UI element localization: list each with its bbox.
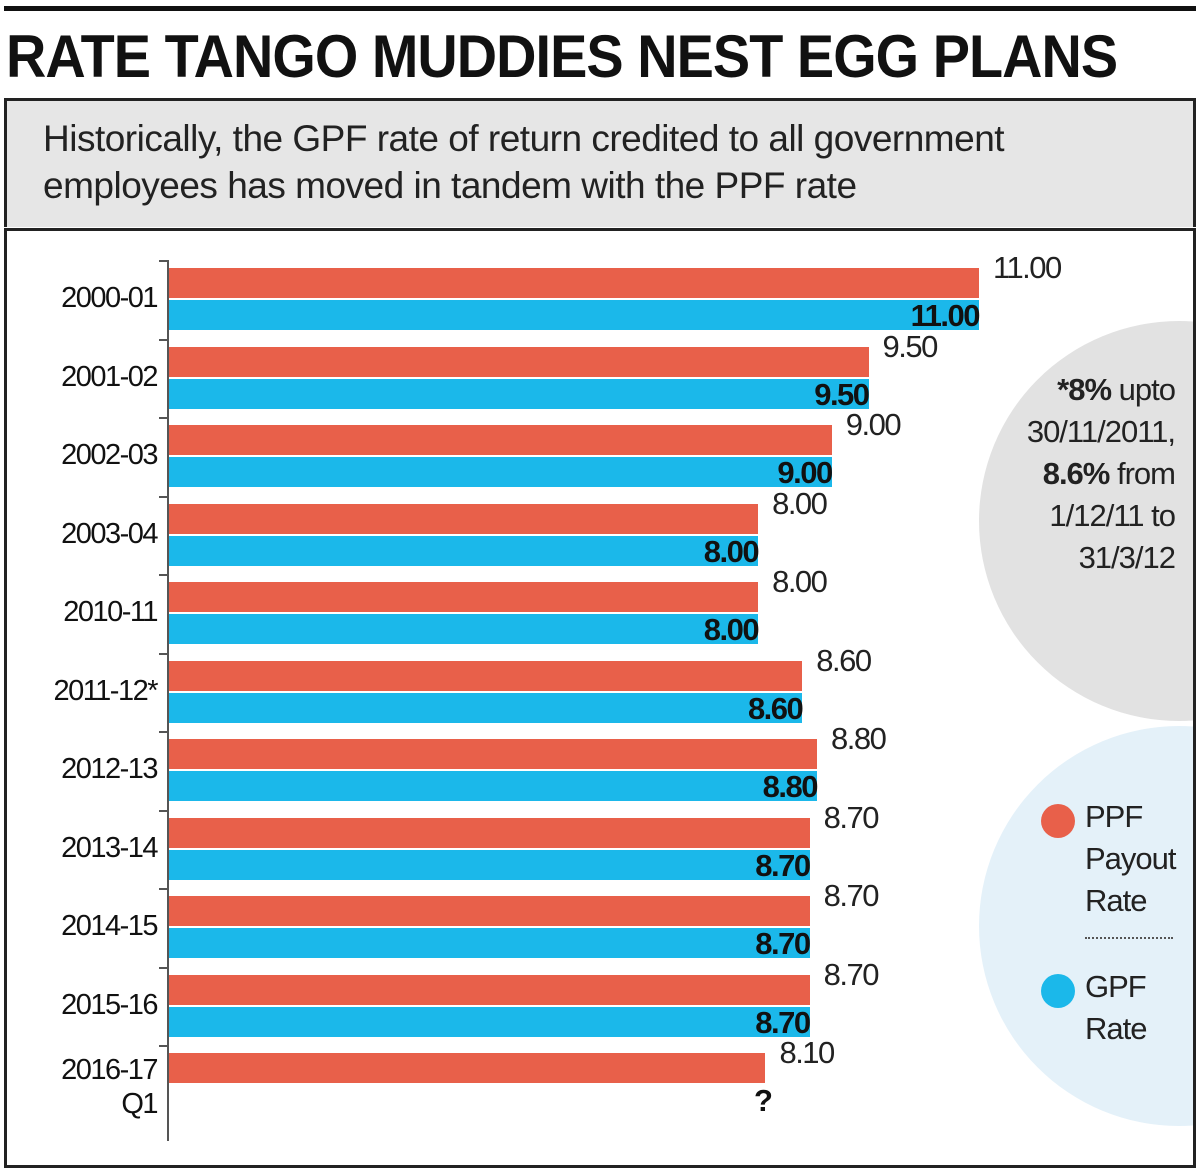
value-label: 8.10 xyxy=(779,1035,835,1070)
y-tick-label: 2016-17 Q1 xyxy=(61,1054,158,1120)
bar xyxy=(169,378,869,409)
value-label: 8.80 xyxy=(831,721,887,756)
y-tick-label: 2002-03 xyxy=(61,439,158,471)
category-axis xyxy=(167,261,169,1141)
annotation: *8% upto 30/11/2011, 8.6% from 1/12/11 t… xyxy=(997,369,1176,579)
legend-divider xyxy=(1085,937,1173,939)
tick-mark xyxy=(159,966,169,969)
y-tick-label: 2014-15 xyxy=(61,910,158,942)
annotation-part: from 1/12/11 to 31/3/12 xyxy=(1049,456,1176,575)
bar xyxy=(169,268,979,298)
tick-mark xyxy=(159,338,169,341)
y-tick-label: 2000-01 xyxy=(61,282,158,314)
subtitle-box: Historically, the GPF rate of return cre… xyxy=(4,98,1196,227)
value-label: 11.00 xyxy=(910,298,981,333)
chart-subtitle: Historically, the GPF rate of return cre… xyxy=(43,118,1005,206)
bar xyxy=(169,928,810,958)
legend-marker xyxy=(1041,804,1075,838)
bar xyxy=(169,582,759,612)
bar xyxy=(169,1053,766,1083)
bar xyxy=(169,425,832,455)
bar xyxy=(169,503,759,534)
bar xyxy=(169,535,759,566)
tick-mark xyxy=(159,260,169,262)
value-label: 8.00 xyxy=(703,612,760,647)
y-tick-label: 2012-13 xyxy=(61,753,158,785)
tick-mark xyxy=(159,809,169,812)
legend-circle xyxy=(979,726,1193,1126)
annotation-part: upto 30/11/2011, xyxy=(1026,372,1176,449)
tick-mark xyxy=(159,574,169,576)
value-label: 9.50 xyxy=(882,328,939,364)
tick-mark xyxy=(159,495,169,498)
y-tick-label: 2011-12* xyxy=(53,674,158,707)
tick-mark xyxy=(159,652,169,655)
y-tick-label: 2013-14 xyxy=(61,831,158,864)
legend-label: GPF Rate xyxy=(1085,969,1147,1046)
y-tick-label: 2003-04 xyxy=(61,517,158,550)
annotation-part: 8.6% xyxy=(1042,456,1111,491)
bar xyxy=(169,739,817,769)
bar xyxy=(169,771,817,801)
y-tick-label: 2001-02 xyxy=(61,360,158,393)
value-label: 8.00 xyxy=(772,485,828,521)
chart-frame: *8% upto 30/11/2011, 8.6% from 1/12/11 t… xyxy=(4,228,1196,1168)
bar xyxy=(169,457,832,487)
value-label: 8.70 xyxy=(755,1004,811,1040)
chart-title: RATE TANGO MUDDIES NEST EGG PLANS xyxy=(6,23,1118,90)
value-label: ? xyxy=(754,1083,773,1118)
tick-mark xyxy=(159,731,169,733)
y-tick-label: 2015-16 xyxy=(61,988,158,1021)
bar xyxy=(169,660,803,691)
tick-mark xyxy=(159,888,169,890)
value-label: 8.70 xyxy=(755,926,811,961)
value-label: 9.50 xyxy=(814,376,870,412)
annotation-part: *8% xyxy=(1057,372,1112,407)
bar xyxy=(169,614,759,644)
legend-marker xyxy=(1041,974,1075,1008)
value-label: 8.70 xyxy=(823,878,880,913)
value-label: 8.70 xyxy=(823,799,880,835)
value-label: 8.00 xyxy=(772,564,828,599)
value-label: 8.70 xyxy=(755,847,811,883)
legend-label: PPF Payout Rate xyxy=(1085,799,1177,918)
bar xyxy=(169,346,869,377)
value-label: 8.70 xyxy=(823,956,880,992)
value-label: 9.00 xyxy=(777,455,833,490)
bar xyxy=(169,817,810,848)
bar xyxy=(169,692,803,723)
value-label: 8.80 xyxy=(762,769,819,804)
value-label: 11.00 xyxy=(993,250,1062,285)
value-label: 9.00 xyxy=(845,407,902,442)
bar xyxy=(169,849,810,880)
value-label: 8.60 xyxy=(816,642,872,678)
tick-mark xyxy=(159,1045,169,1047)
top-rule xyxy=(4,6,1196,11)
y-tick-label: 2010-11 xyxy=(63,596,158,628)
bar xyxy=(169,1006,810,1037)
bar xyxy=(169,300,979,330)
value-label: 8.00 xyxy=(703,533,760,569)
value-label: 8.60 xyxy=(747,690,804,726)
bar xyxy=(169,974,810,1005)
bar xyxy=(169,896,810,926)
tick-mark xyxy=(159,417,169,419)
